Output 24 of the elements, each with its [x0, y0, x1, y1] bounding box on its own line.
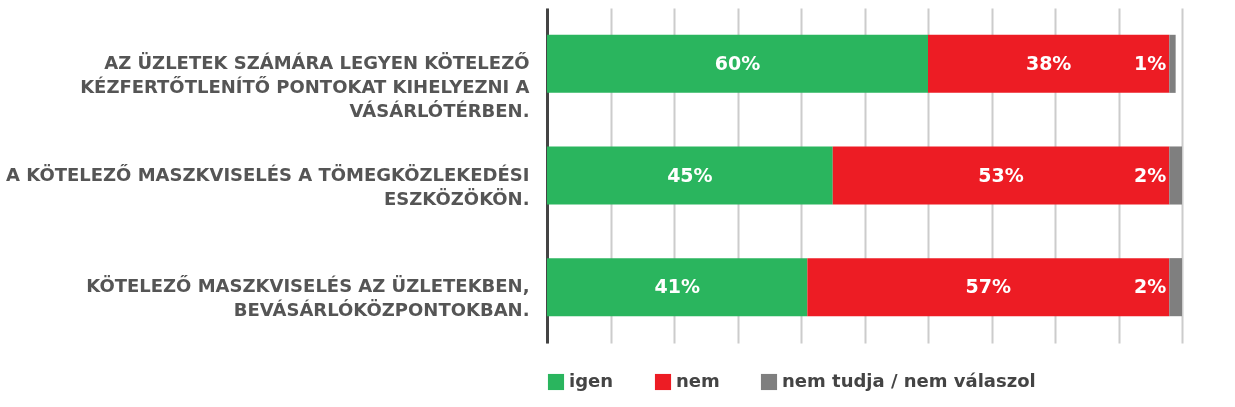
bar [547, 258, 808, 317]
bar [1169, 34, 1176, 93]
y-tick-label: AZ ÜZLETEK SZÁMÁRA LEGYEN KÖTELEZŐ KÉZFERTŐTLENÍTŐ PONTOKAT KIHELYEZNI A VÁSÁRLÓTÉRBEN. [80, 51, 530, 121]
data-label: 38% [1025, 51, 1072, 74]
bar [832, 146, 1170, 205]
y-tick-label: A KÖTELEZŐ MASZKVISELÉS A TÖMEGKÖZLEKEDÉSI ESZKÖZÖKÖN. [6, 163, 530, 209]
legend-label: nem [676, 370, 720, 391]
bar [547, 34, 928, 93]
data-label: 53% [978, 163, 1024, 186]
data-label: 45% [667, 163, 713, 186]
bar [928, 34, 1170, 93]
data-label: 41% [654, 275, 700, 298]
bar [547, 146, 833, 205]
data-label: 2% [1134, 275, 1167, 298]
legend-label: nem tudja / nem válaszol [782, 370, 1036, 391]
data-label: 1% [1134, 51, 1167, 74]
bar [807, 258, 1170, 317]
data-label: 2% [1134, 163, 1167, 186]
bar [1169, 146, 1182, 205]
legend-label: igen [569, 370, 614, 391]
y-tick-label: KÖTELEZŐ MASZKVISELÉS AZ ÜZLETEKBEN, BEVÁSÁRLÓKÖZPONTOKBAN. [86, 275, 530, 321]
data-label: 60% [714, 51, 761, 74]
bar [1169, 258, 1182, 317]
data-label: 57% [965, 275, 1012, 298]
